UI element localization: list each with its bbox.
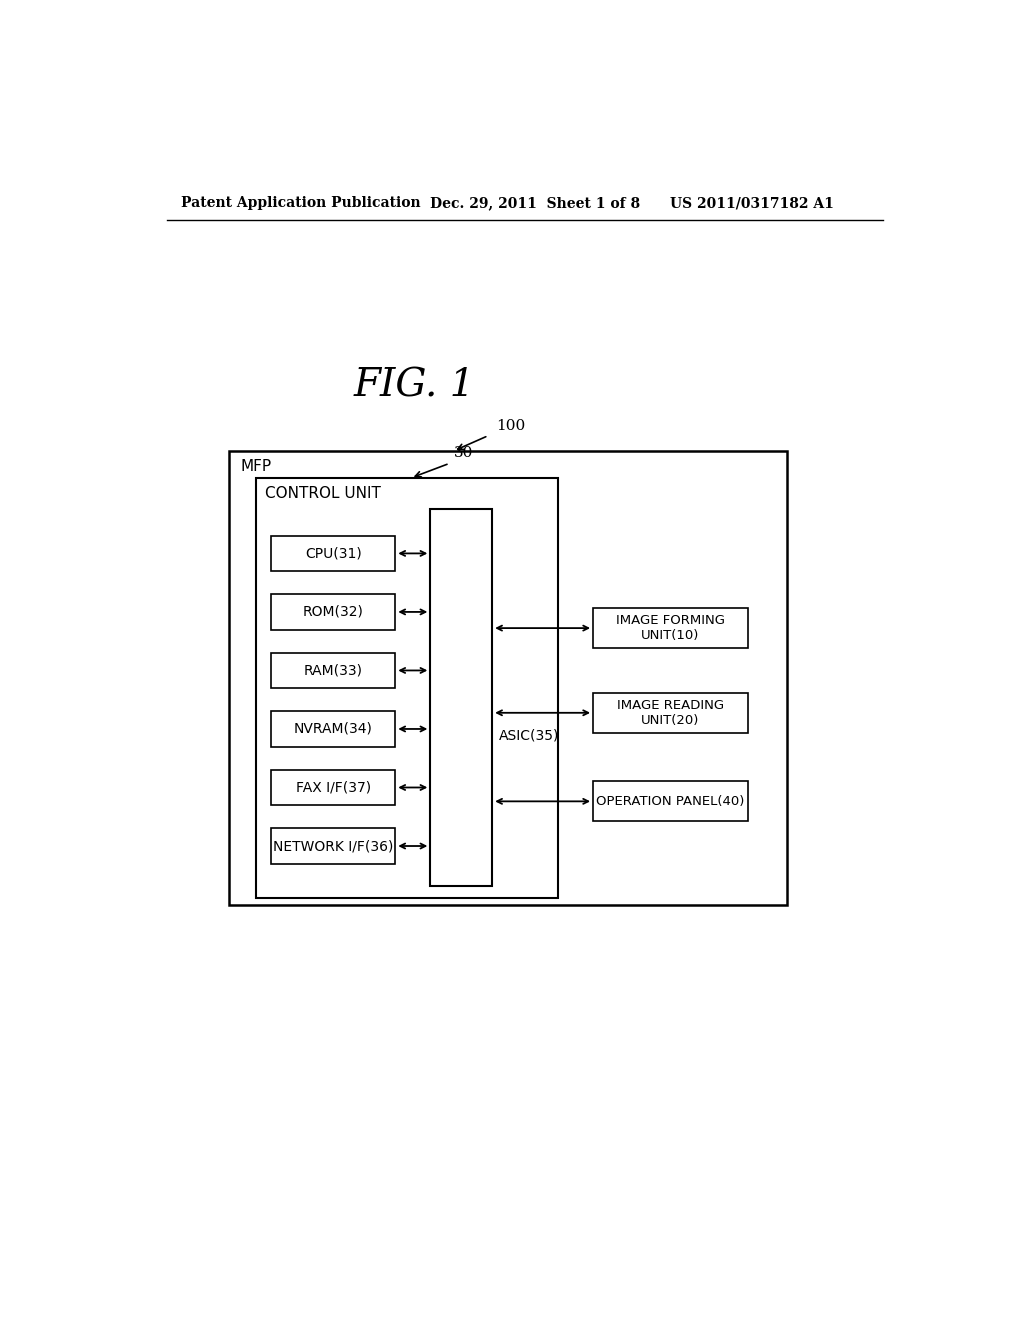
- Bar: [271, 770, 395, 805]
- Text: FAX I/F(37): FAX I/F(37): [296, 780, 371, 795]
- Bar: [256, 478, 558, 898]
- Bar: [271, 594, 395, 630]
- Bar: [271, 711, 395, 747]
- Text: Dec. 29, 2011  Sheet 1 of 8: Dec. 29, 2011 Sheet 1 of 8: [430, 197, 640, 210]
- Bar: [271, 536, 395, 572]
- Bar: [271, 653, 395, 688]
- Text: ASIC(35): ASIC(35): [499, 729, 559, 743]
- Text: MFP: MFP: [241, 459, 271, 474]
- Bar: [593, 609, 748, 648]
- Text: IMAGE FORMING
UNIT(10): IMAGE FORMING UNIT(10): [616, 614, 725, 642]
- Bar: [593, 693, 748, 733]
- Text: OPERATION PANEL(40): OPERATION PANEL(40): [596, 795, 744, 808]
- Bar: [593, 781, 748, 821]
- Text: FIG. 1: FIG. 1: [354, 367, 475, 404]
- Text: Patent Application Publication: Patent Application Publication: [180, 197, 420, 210]
- Text: NETWORK I/F(36): NETWORK I/F(36): [273, 840, 393, 853]
- Text: CPU(31): CPU(31): [305, 546, 361, 561]
- Text: US 2011/0317182 A1: US 2011/0317182 A1: [671, 197, 835, 210]
- Bar: [228, 451, 786, 906]
- Text: IMAGE READING
UNIT(20): IMAGE READING UNIT(20): [616, 698, 724, 727]
- Bar: [271, 829, 395, 863]
- Bar: [430, 508, 493, 886]
- Text: ROM(32): ROM(32): [303, 605, 364, 619]
- Text: 30: 30: [454, 446, 473, 461]
- Text: NVRAM(34): NVRAM(34): [294, 722, 373, 737]
- Text: RAM(33): RAM(33): [304, 664, 362, 677]
- Text: CONTROL UNIT: CONTROL UNIT: [265, 486, 381, 500]
- Text: 100: 100: [496, 420, 525, 433]
